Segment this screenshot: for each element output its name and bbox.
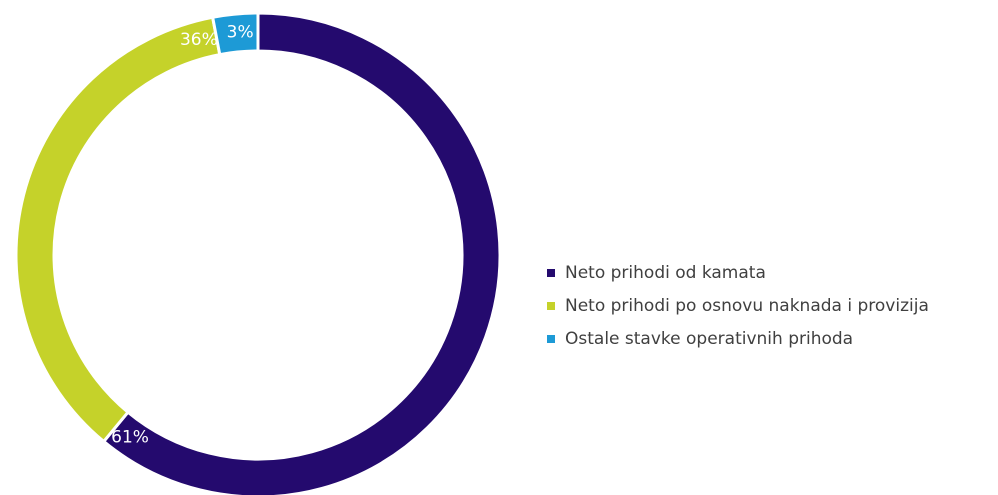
donut-slice-other-operating-income: [210, 11, 260, 57]
legend-swatch: [547, 301, 555, 310]
donut-slice-net-interest-income: [101, 11, 502, 495]
legend-item-net-interest-income: Neto prihodi od kamata: [547, 256, 929, 289]
slice-value-label: 3%: [227, 23, 254, 43]
legend-item-other-operating-income: Ostale stavke operativnih prihoda: [547, 322, 929, 355]
legend-swatch: [547, 334, 555, 343]
slice-value-label: 36%: [180, 30, 218, 50]
slice-value-label: 61%: [111, 428, 149, 448]
legend-item-net-fee-income: Neto prihodi po osnovu naknada i provizi…: [547, 289, 929, 322]
donut-slice-net-fee-income: [14, 15, 222, 444]
legend: Neto prihodi od kamata Neto prihodi po o…: [547, 256, 929, 355]
legend-label: Neto prihodi od kamata: [565, 262, 766, 283]
legend-label: Neto prihodi po osnovu naknada i provizi…: [565, 295, 929, 316]
legend-label: Ostale stavke operativnih prihoda: [565, 328, 854, 349]
legend-swatch: [547, 268, 555, 277]
